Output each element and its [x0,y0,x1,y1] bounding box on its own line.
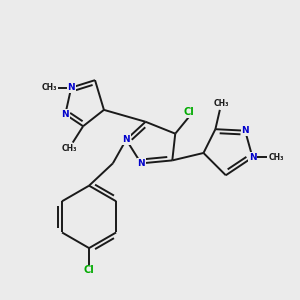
Text: N: N [122,135,130,144]
Text: CH₃: CH₃ [62,144,77,153]
Text: Cl: Cl [183,107,194,117]
Text: CH₃: CH₃ [268,153,284,162]
Text: CH₃: CH₃ [41,83,57,92]
Text: N: N [137,159,145,168]
Text: N: N [68,83,75,92]
Text: N: N [249,153,256,162]
Text: CH₃: CH₃ [214,99,229,108]
Text: N: N [61,110,69,119]
Text: Cl: Cl [84,266,94,275]
Text: N: N [241,126,249,135]
